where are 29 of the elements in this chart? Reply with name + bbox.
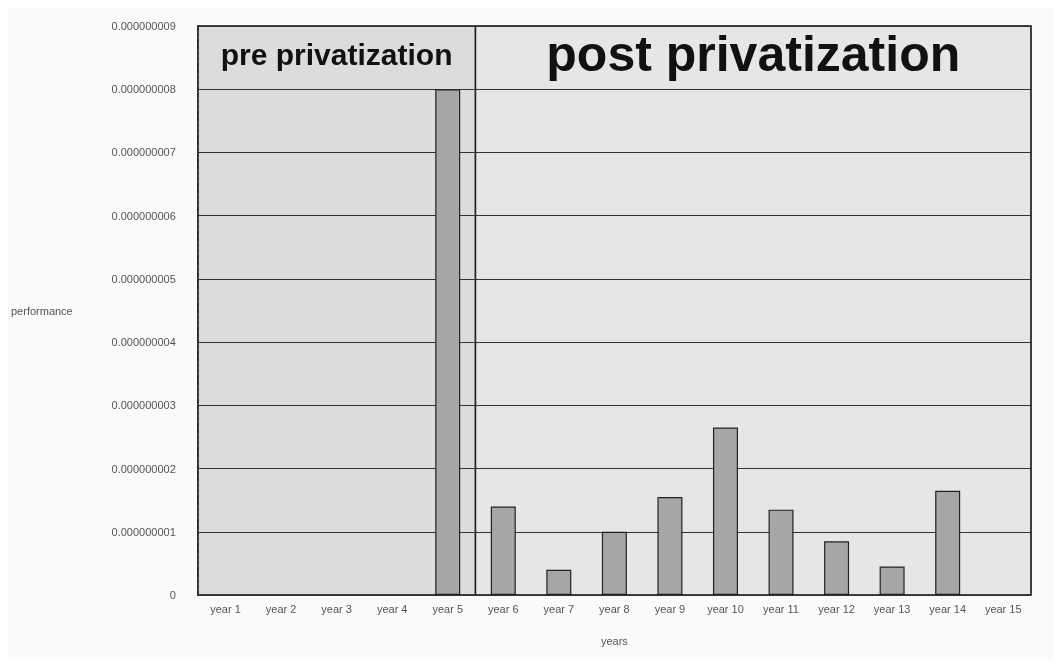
x-tick-label: year 2 bbox=[265, 602, 297, 615]
x-tick-label: year 15 bbox=[984, 602, 1022, 615]
y-tick-label: 0.000000005 bbox=[111, 272, 176, 285]
x-tick-label: year 3 bbox=[321, 602, 352, 615]
band-label: pre privatization bbox=[220, 37, 453, 71]
x-tick-label: year 11 bbox=[763, 602, 799, 615]
y-axis-title: performance bbox=[10, 304, 73, 317]
y-tick-label: 0.000000004 bbox=[111, 336, 176, 349]
y-tick-label: 0 bbox=[169, 589, 176, 601]
x-axis-title: years bbox=[600, 634, 629, 647]
y-tick-label: 0.000000009 bbox=[111, 20, 176, 32]
x-tick-label: year 14 bbox=[929, 602, 967, 615]
x-tick-label: year 4 bbox=[376, 602, 408, 615]
x-tick-label: year 7 bbox=[543, 602, 575, 615]
x-tick-label: year 12 bbox=[818, 602, 855, 615]
y-tick-label: 0.000000007 bbox=[111, 146, 176, 159]
x-tick-label: year 1 bbox=[210, 602, 241, 615]
y-tick-label: 0.000000002 bbox=[111, 462, 176, 475]
x-tick-label: year 5 bbox=[432, 602, 464, 615]
y-tick-label: 0.000000006 bbox=[111, 209, 176, 222]
x-tick-label: year 13 bbox=[873, 602, 911, 615]
y-tick-label: 0.000000003 bbox=[111, 399, 176, 412]
band-label: post privatization bbox=[546, 26, 961, 83]
y-tick-label: 0.000000001 bbox=[111, 525, 176, 538]
x-tick-label: year 10 bbox=[707, 602, 744, 615]
x-tick-label: year 6 bbox=[487, 602, 519, 615]
y-tick-label: 0.000000008 bbox=[111, 83, 176, 96]
x-tick-label: year 8 bbox=[599, 602, 630, 615]
x-tick-label: year 9 bbox=[654, 602, 686, 615]
